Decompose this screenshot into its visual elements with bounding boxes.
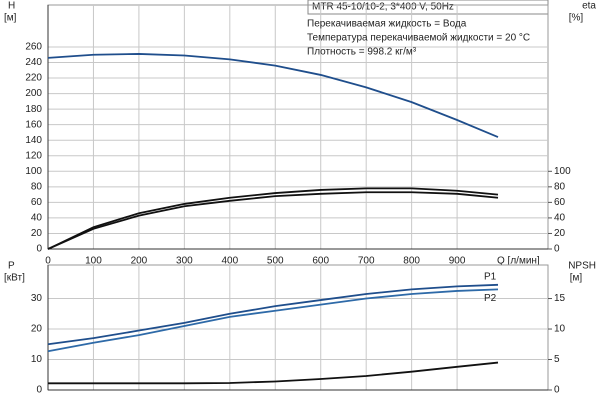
y-tick-label: 0 bbox=[36, 244, 42, 255]
series-line bbox=[47, 288, 499, 353]
y-tick-label: 140 bbox=[25, 135, 42, 146]
series-line bbox=[47, 283, 499, 346]
x-tick-label: 500 bbox=[267, 256, 284, 267]
annotation: Плотность = 998.2 кг/м³ bbox=[307, 47, 417, 58]
y-tick-label: 200 bbox=[25, 88, 42, 99]
y-axis-label: P bbox=[8, 261, 15, 272]
x-tick-label: 400 bbox=[221, 256, 238, 267]
x-axis-label: Q [л/мин] bbox=[497, 256, 540, 267]
series-line bbox=[47, 187, 499, 250]
annotation: Перекачиваемая жидкость = Вода bbox=[307, 19, 467, 30]
series-line bbox=[47, 191, 499, 250]
series-label: P2 bbox=[484, 293, 497, 304]
y2-axis-label: NPSH bbox=[568, 261, 596, 272]
y2-tick-label: 40 bbox=[554, 213, 566, 224]
y2-tick-label: 15 bbox=[554, 293, 566, 304]
x-tick-label: 100 bbox=[85, 256, 102, 267]
y-tick-label: 100 bbox=[25, 166, 42, 177]
y-axis-unit: [м] bbox=[4, 13, 17, 24]
x-tick-label: 0 bbox=[45, 256, 51, 267]
y2-tick-label: 10 bbox=[554, 324, 566, 335]
y-tick-label: 0 bbox=[36, 385, 42, 396]
annotation: Температура перекачиваемой жидкости = 20… bbox=[307, 33, 530, 44]
y2-axis-label: eta bbox=[582, 1, 596, 12]
y2-tick-label: 20 bbox=[554, 228, 566, 239]
y2-tick-label: 5 bbox=[554, 354, 560, 365]
y2-tick-label: 80 bbox=[554, 181, 566, 192]
chart-title: MTR 45-10/10-2, 3*400 V, 50Hz bbox=[312, 2, 454, 13]
y-tick-label: 10 bbox=[31, 354, 43, 365]
y-axis-label: H bbox=[8, 1, 15, 12]
y2-axis-unit: [м] bbox=[570, 273, 583, 284]
y2-tick-label: 60 bbox=[554, 197, 566, 208]
y-tick-label: 260 bbox=[25, 42, 42, 53]
x-tick-label: 900 bbox=[449, 256, 466, 267]
x-tick-label: 600 bbox=[312, 256, 329, 267]
y2-axis-unit: [%] bbox=[569, 13, 584, 24]
x-tick-label: 200 bbox=[131, 256, 148, 267]
x-tick-label: 800 bbox=[403, 256, 420, 267]
plot-frame bbox=[47, 264, 549, 391]
y2-tick-label: 0 bbox=[554, 244, 560, 255]
series-line bbox=[48, 361, 499, 385]
y-tick-label: 40 bbox=[31, 213, 43, 224]
y-axis-unit: [кВт] bbox=[4, 273, 25, 284]
y-tick-label: 20 bbox=[31, 228, 43, 239]
y-tick-label: 220 bbox=[25, 73, 42, 84]
y-tick-label: 180 bbox=[25, 104, 42, 115]
y2-tick-label: 100 bbox=[554, 166, 571, 177]
y-tick-label: 30 bbox=[31, 293, 43, 304]
y-tick-label: 240 bbox=[25, 57, 42, 68]
series-label: P1 bbox=[484, 271, 497, 282]
x-tick-label: 300 bbox=[176, 256, 193, 267]
y-tick-label: 160 bbox=[25, 119, 42, 130]
y-tick-label: 20 bbox=[31, 324, 43, 335]
y-tick-label: 120 bbox=[25, 150, 42, 161]
y-tick-label: 80 bbox=[31, 181, 43, 192]
y-tick-label: 60 bbox=[31, 197, 43, 208]
y2-tick-label: 0 bbox=[554, 385, 560, 396]
series-line bbox=[47, 53, 499, 138]
x-tick-label: 700 bbox=[358, 256, 375, 267]
